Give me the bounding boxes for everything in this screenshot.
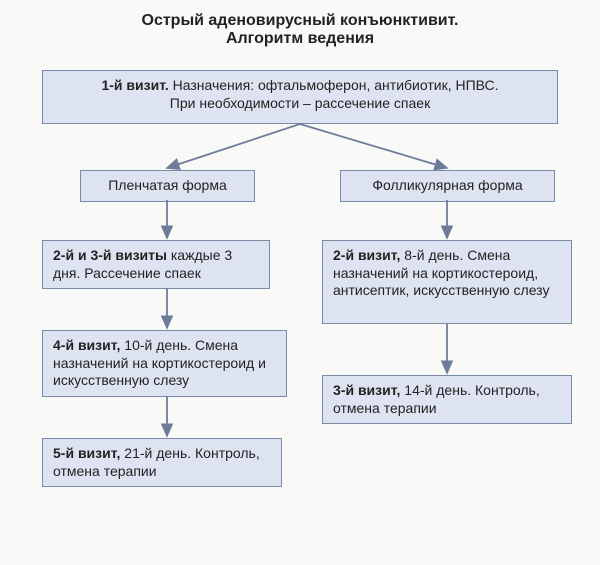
n3-text: Фолликулярная форма xyxy=(372,177,522,193)
title-line-2: Алгоритм ведения xyxy=(0,30,600,48)
n2-text: Пленчатая форма xyxy=(108,177,227,193)
n8-bold: 3-й визит, xyxy=(333,382,400,398)
node-visit-5: 5-й визит, 21-й день. Контроль, отмена т… xyxy=(42,438,282,487)
node-visit-2-3: 2-й и 3-й визиты каждые 3 дня. Рассечени… xyxy=(42,240,270,289)
n5-bold: 4-й визит, xyxy=(53,337,120,353)
title-line-1: Острый аденовирусный конъюнктивит. xyxy=(0,12,600,30)
node-visit-1: 1-й визит. Назначения: офтальмоферон, ан… xyxy=(42,70,558,124)
n6-bold: 5-й визит, xyxy=(53,445,120,461)
node-follicular-visit-2: 2-й визит, 8-й день. Смена назначений на… xyxy=(322,240,572,324)
n7-bold: 2-й визит, xyxy=(333,247,400,263)
n1-line2: При необходимости – рассечение спаек xyxy=(53,95,547,113)
n1-bold: 1-й визит. xyxy=(101,77,168,93)
node-follicular-visit-3: 3-й визит, 14-й день. Контроль, отмена т… xyxy=(322,375,572,424)
node-membranous-form: Пленчатая форма xyxy=(80,170,255,202)
chart-title: Острый аденовирусный конъюнктивит. Алгор… xyxy=(0,12,600,48)
node-visit-4: 4-й визит, 10-й день. Смена назначений н… xyxy=(42,330,287,397)
node-follicular-form: Фолликулярная форма xyxy=(340,170,555,202)
n4-bold: 2-й и 3-й визиты xyxy=(53,247,167,263)
n1-rest: Назначения: офтальмоферон, антибиотик, Н… xyxy=(169,77,499,93)
